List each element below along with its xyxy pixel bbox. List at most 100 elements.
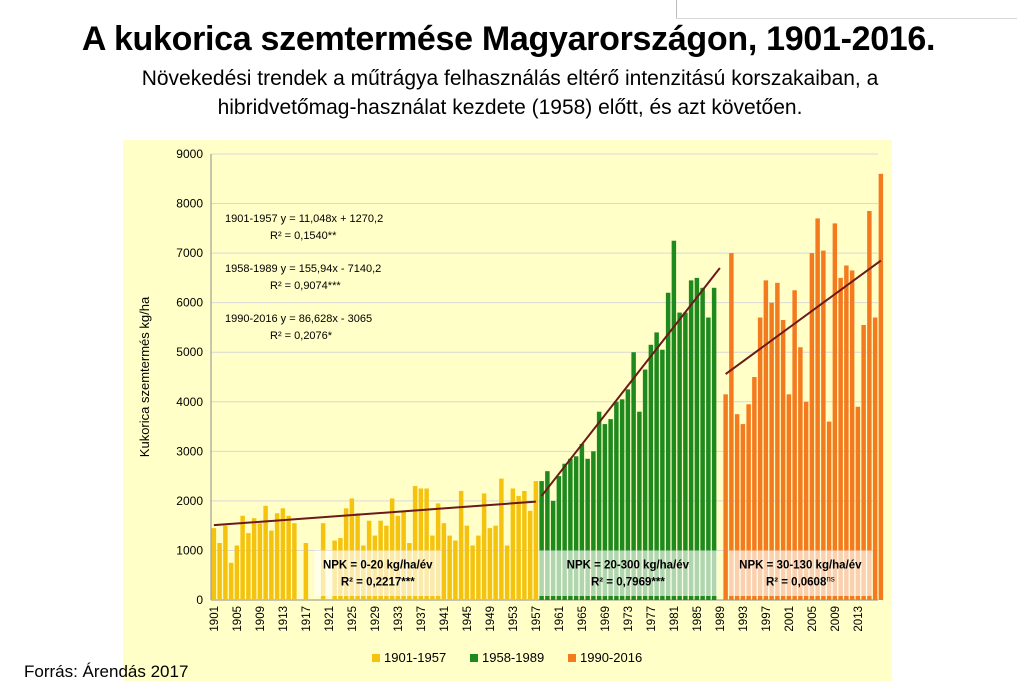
trend-equation: 1901-1957 y = 11,048x + 1270,2 — [225, 213, 383, 225]
bar — [694, 277, 700, 600]
bar — [585, 458, 590, 600]
bar — [642, 369, 648, 600]
bar — [838, 277, 843, 600]
bar — [545, 471, 550, 600]
bar — [292, 523, 297, 600]
x-tick-label: 2013 — [853, 606, 865, 632]
bar — [286, 515, 291, 600]
legend-label: 1990-2016 — [580, 650, 642, 665]
bar — [867, 210, 872, 600]
bar — [798, 347, 803, 600]
bar — [412, 486, 418, 600]
bar — [441, 523, 447, 600]
legend-label: 1958-1989 — [482, 650, 544, 665]
bar — [602, 424, 608, 600]
y-tick-label: 1000 — [176, 543, 203, 557]
npk-box — [728, 550, 873, 596]
x-tick-label: 1913 — [278, 606, 290, 632]
y-tick-label: 0 — [196, 593, 203, 607]
legend-swatch — [372, 654, 380, 662]
bar — [665, 292, 671, 600]
bar — [734, 414, 740, 600]
npk-box-line2: R² = 0,2217*** — [341, 576, 415, 588]
bar — [418, 488, 424, 600]
bar — [246, 533, 251, 600]
bar — [821, 250, 826, 600]
x-tick-label: 1901 — [209, 606, 221, 632]
y-tick-label: 4000 — [176, 395, 203, 409]
bar — [654, 332, 659, 600]
bar — [539, 481, 544, 600]
bar — [683, 312, 688, 600]
bar — [481, 493, 487, 600]
trend-equation: 1958-1989 y = 155,94x - 7140,2 — [225, 263, 381, 275]
npk-box-line2: R² = 0,0608ns — [766, 574, 835, 589]
bar — [752, 377, 757, 600]
x-tick-label: 1997 — [761, 606, 773, 632]
subtitle-line-1: Növekedési trendek a műtrágya felhasznál… — [141, 67, 879, 90]
y-tick-label: 9000 — [176, 147, 203, 161]
bar — [729, 253, 734, 600]
x-tick-label: 1925 — [347, 606, 359, 632]
bar — [803, 401, 809, 600]
bar — [671, 240, 677, 600]
trend-equation: 1990-2016 y = 86,628x - 3065 — [225, 313, 372, 325]
bar — [251, 518, 257, 600]
y-tick-label: 7000 — [176, 246, 203, 260]
legend-swatch — [470, 654, 478, 662]
bar — [596, 411, 602, 600]
bar — [608, 419, 613, 600]
bar — [849, 270, 855, 600]
bar — [614, 401, 619, 600]
bar — [510, 488, 516, 600]
y-tick-label: 2000 — [176, 494, 203, 508]
x-tick-label: 1965 — [577, 606, 589, 632]
bar — [706, 317, 711, 600]
bar — [499, 478, 504, 600]
bar — [223, 525, 228, 600]
x-tick-label: 1909 — [255, 606, 267, 632]
bar — [832, 223, 838, 600]
bar — [470, 545, 475, 600]
bar — [740, 424, 746, 600]
y-tick-label: 6000 — [176, 296, 203, 310]
npk-box-line2-sup: ns — [826, 574, 834, 583]
bar — [263, 505, 268, 600]
top-divider-horizontal — [676, 18, 1017, 19]
bar — [453, 540, 458, 600]
bar — [711, 287, 717, 600]
bar — [855, 406, 861, 600]
bar — [573, 456, 579, 600]
x-tick-label: 1949 — [485, 606, 497, 632]
bar — [660, 349, 665, 600]
x-tick-label: 1941 — [439, 606, 451, 632]
x-tick-label: 1961 — [554, 606, 566, 632]
bar — [579, 443, 585, 600]
y-tick-label: 3000 — [176, 444, 203, 458]
bar — [464, 525, 470, 600]
npk-box-line2: R² = 0,7969*** — [591, 576, 665, 588]
bar — [504, 545, 510, 600]
bar — [562, 463, 567, 600]
bar — [809, 253, 815, 600]
bar — [775, 282, 780, 600]
x-tick-label: 1945 — [462, 606, 474, 632]
yield-chart: 0 1000 2000 3000 4000 5000 6000 7000 8000 9000 NPK… — [123, 140, 892, 681]
bar — [861, 324, 866, 600]
bar — [780, 320, 786, 600]
bar — [257, 523, 263, 600]
legend-swatch — [568, 654, 576, 662]
bar — [533, 481, 539, 600]
x-tick-label: 2009 — [830, 606, 842, 632]
trendline — [725, 259, 882, 375]
x-tick-label: 1993 — [738, 606, 750, 632]
bar — [625, 389, 631, 600]
bar — [700, 287, 705, 600]
bar — [527, 510, 533, 600]
bar — [723, 394, 728, 600]
bar — [786, 394, 792, 600]
bar — [826, 421, 832, 600]
bar — [688, 280, 694, 600]
x-tick-label: 1985 — [692, 606, 704, 632]
npk-box-line1: NPK = 30-130 kg/ha/év — [739, 559, 862, 571]
